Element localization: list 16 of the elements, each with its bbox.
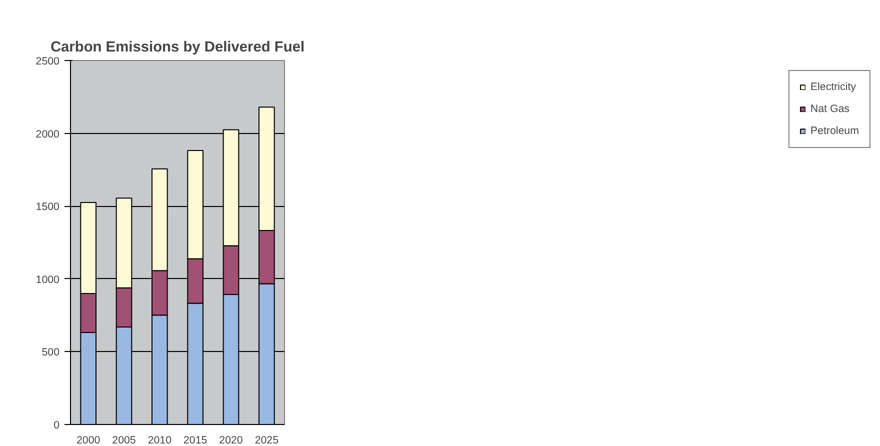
x-tick-label: 2015 xyxy=(183,434,208,446)
x-tick-label: 2020 xyxy=(219,434,243,446)
y-tick-label: 1500 xyxy=(36,201,60,214)
x-tick-label: 2000 xyxy=(76,434,100,446)
y-tick-label: 0 xyxy=(54,420,60,432)
y-tick-label: 2500 xyxy=(36,56,60,68)
x-tick-label: 2005 xyxy=(112,434,136,446)
legend-label: Petroleum xyxy=(810,125,859,137)
y-tick-label: 2000 xyxy=(36,128,60,140)
x-tick-label: 2010 xyxy=(148,434,172,446)
y-tick-label: 500 xyxy=(42,346,60,359)
x-tick-label: 2025 xyxy=(254,434,279,446)
y-tick-label: 1000 xyxy=(36,274,60,286)
legend-label: Electricity xyxy=(810,81,856,93)
legend-label: Nat Gas xyxy=(810,103,850,115)
chart-title: Carbon Emissions by Delivered Fuel xyxy=(50,40,305,56)
